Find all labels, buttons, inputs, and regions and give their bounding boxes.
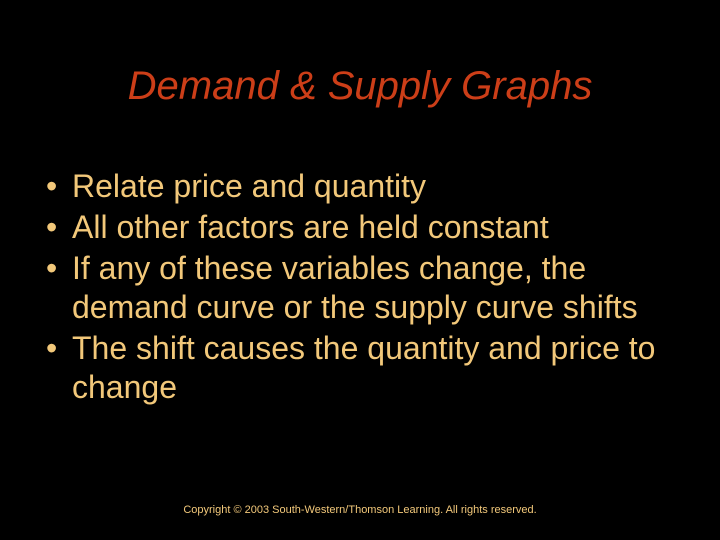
bullet-list: Relate price and quantity All other fact… bbox=[0, 167, 720, 407]
slide: Demand & Supply Graphs Relate price and … bbox=[0, 0, 720, 540]
bullet-item: All other factors are held constant bbox=[46, 208, 690, 247]
bullet-item: The shift causes the quantity and price … bbox=[46, 329, 690, 407]
slide-title: Demand & Supply Graphs bbox=[0, 0, 720, 109]
copyright-footer: Copyright © 2003 South-Western/Thomson L… bbox=[0, 504, 720, 516]
bullet-item: If any of these variables change, the de… bbox=[46, 249, 690, 327]
bullet-item: Relate price and quantity bbox=[46, 167, 690, 206]
